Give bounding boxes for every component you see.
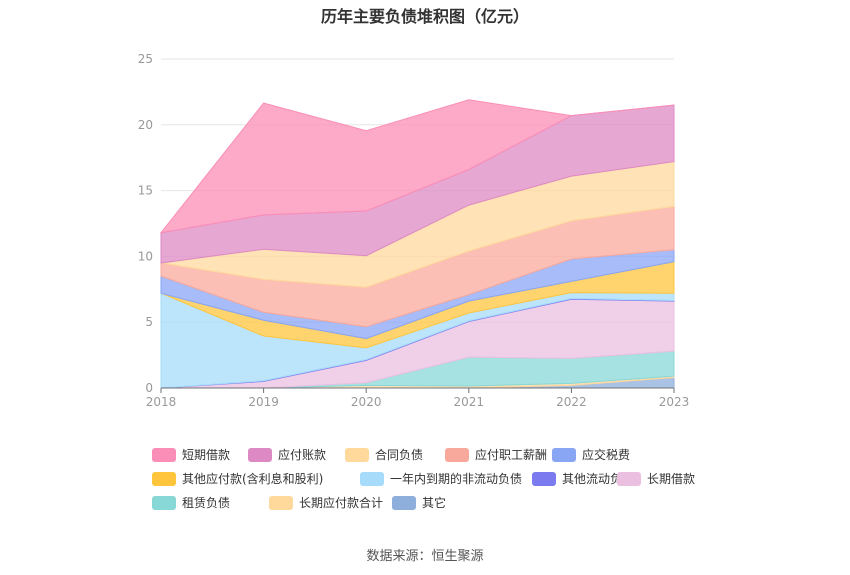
x-tick-label: 2023 [659,395,690,409]
legend-label: 合同负债 [375,448,424,462]
x-tick-label: 2021 [454,395,485,409]
legend-label: 租赁负债 [182,496,231,510]
legend-item[interactable]: 其它 [392,494,446,511]
legend-swatch [152,447,176,462]
legend-item[interactable]: 应付账款 [248,446,326,463]
legend-swatch [445,447,469,462]
legend-swatch [269,495,293,510]
legend-label: 其他应付款(含利息和股利) [182,472,324,486]
y-tick-label: 0 [145,381,153,395]
legend-label: 长期借款 [647,472,696,486]
legend-swatch [617,471,641,486]
y-tick-label: 10 [138,249,153,263]
y-tick-label: 15 [138,184,153,198]
y-tick-label: 25 [138,52,153,66]
legend-label: 应付账款 [278,448,327,462]
area-series [159,99,675,234]
data-source: 数据来源：恒生聚源 [366,549,484,564]
legend-item[interactable]: 租赁负债 [152,494,230,511]
legend-item[interactable]: 其他流动负债 [532,470,634,487]
legend-item[interactable]: 应交税费 [552,446,630,463]
y-tick-label: 20 [138,118,153,132]
legend-label: 其它 [422,496,447,510]
legend-swatch [248,447,272,462]
legend-item[interactable]: 短期借款 [152,446,230,463]
legend-item[interactable]: 一年内到期的非流动负债 [360,470,522,487]
x-tick-label: 2022 [556,395,587,409]
legend-label: 应交税费 [582,448,631,462]
legend-swatch [345,447,369,462]
legend-swatch [152,495,176,510]
legend-swatch [532,471,556,486]
legend-swatch [360,471,384,486]
legend-label: 其他流动负债 [562,472,635,486]
legend-item[interactable]: 合同负债 [345,446,423,463]
chart-title: 历年主要负债堆积图（亿元） [320,7,529,26]
legend-swatch [552,447,576,462]
legend-item[interactable]: 长期应付款合计 [269,494,383,511]
x-tick-label: 2020 [351,395,382,409]
legend-swatch [392,495,416,510]
legend-swatch [152,471,176,486]
legend-item[interactable]: 其他应付款(含利息和股利) [152,470,323,487]
legend-label: 应付职工薪酬 [475,448,548,462]
legend-item[interactable]: 应付职工薪酬 [445,446,547,463]
legend-label: 短期借款 [182,448,231,462]
y-tick-label: 5 [145,315,153,329]
x-tick-label: 2018 [146,395,177,409]
stacked-area-chart: 0 5 10 15 20 25 2018 2019 2020 2021 2022 2023 [138,52,690,409]
legend-label: 长期应付款合计 [299,496,384,510]
legend-item[interactable]: 长期借款 [617,470,695,487]
x-tick-label: 2019 [248,395,279,409]
legend-label: 一年内到期的非流动负债 [390,472,523,486]
